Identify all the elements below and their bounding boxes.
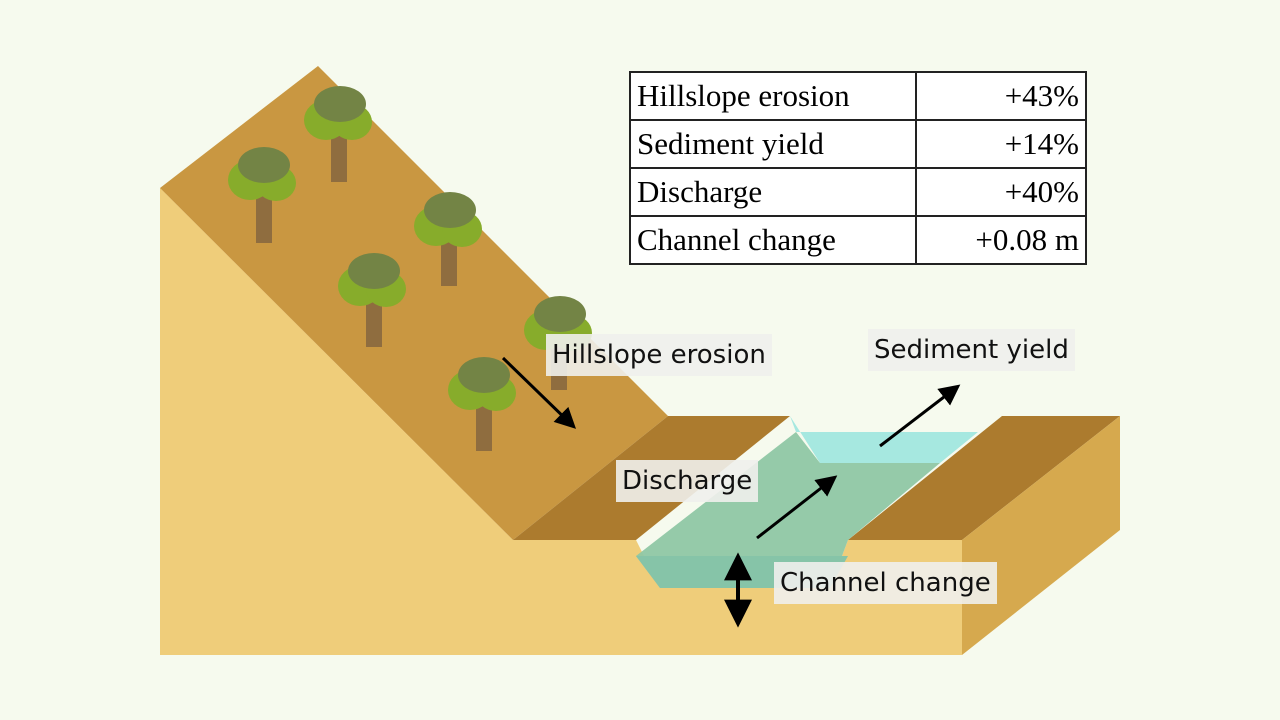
- tree-2: [228, 147, 296, 243]
- right-bank-top: [848, 416, 1120, 540]
- table-row: Channel change +0.08 m: [629, 215, 1087, 265]
- value-cell: +43%: [915, 71, 1087, 121]
- metric-cell: Discharge: [629, 167, 917, 217]
- tree-1: [304, 86, 372, 182]
- water-channel: [636, 432, 940, 588]
- terrain-front-face: [160, 188, 962, 655]
- table-row: Sediment yield +14%: [629, 119, 1087, 169]
- discharge-label: Discharge: [616, 460, 759, 502]
- sediment-yield-label: Sediment yield: [868, 329, 1075, 371]
- value-cell: +0.08 m: [915, 215, 1087, 265]
- value-cell: +14%: [915, 119, 1087, 169]
- tree-6: [448, 357, 516, 451]
- metric-cell: Channel change: [629, 215, 917, 265]
- channel-change-label: Channel change: [774, 562, 997, 604]
- hillslope-erosion-arrow: [501, 356, 577, 429]
- tree-4: [338, 253, 406, 347]
- metric-cell: Sediment yield: [629, 119, 917, 169]
- water-surface-far: [790, 416, 978, 463]
- table-row: Hillslope erosion +43%: [629, 71, 1087, 121]
- metric-cell: Hillslope erosion: [629, 71, 917, 121]
- discharge-arrow: [756, 475, 838, 540]
- table-row: Discharge +40%: [629, 167, 1087, 217]
- results-table: Hillslope erosion +43% Sediment yield +1…: [629, 71, 1087, 265]
- right-bank-side: [962, 416, 1120, 655]
- value-cell: +40%: [915, 167, 1087, 217]
- hillslope-erosion-label: Hillslope erosion: [546, 334, 772, 376]
- sediment-yield-arrow: [879, 384, 961, 448]
- tree-3: [414, 192, 482, 286]
